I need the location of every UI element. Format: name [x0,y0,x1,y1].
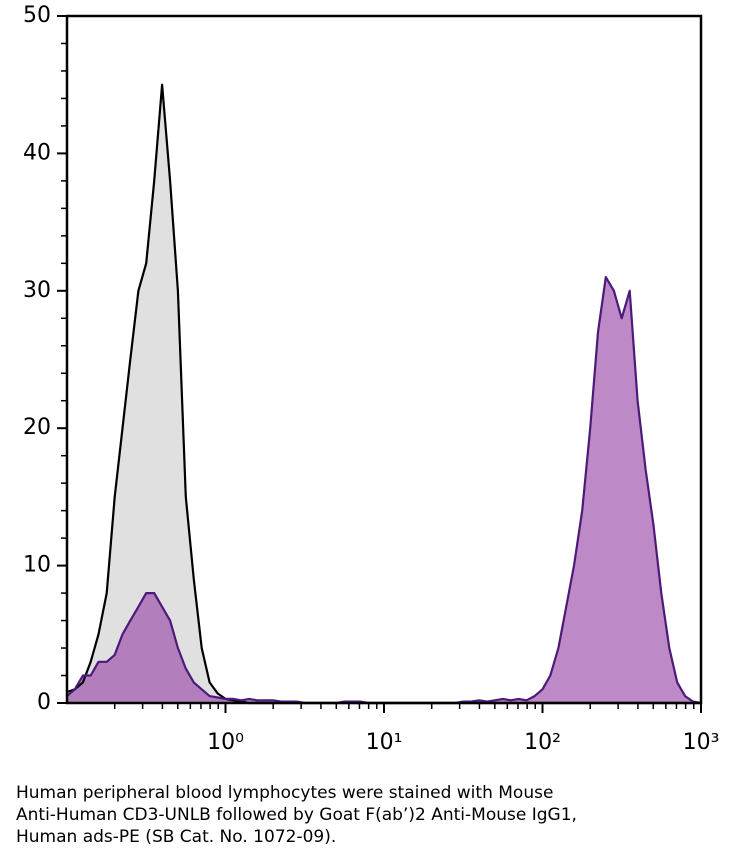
x-tick-label: 10² [524,730,561,755]
x-tick-label: 10³ [683,730,720,755]
y-tick-label: 30 [23,278,51,303]
caption-line: Human ads-PE (SB Cat. No. 1072-09). [16,827,337,847]
caption-line: Human peripheral blood lymphocytes were … [16,783,554,803]
y-tick-label: 50 [23,3,51,28]
y-tick-label: 10 [23,553,51,578]
caption-line: Anti-Human CD3-UNLB followed by Goat F(a… [16,805,577,825]
x-tick-label: 10⁰ [207,730,244,755]
y-tick-label: 0 [37,690,51,715]
caption: Human peripheral blood lymphocytes were … [16,782,577,848]
y-tick-label: 40 [23,140,51,165]
area-fill [67,277,701,703]
y-tick-label: 20 [23,415,51,440]
chart: 0 10 20 30 40 50 10⁰ 10¹ 10² 10³ [23,3,720,755]
x-tick-label: 10¹ [366,730,403,755]
